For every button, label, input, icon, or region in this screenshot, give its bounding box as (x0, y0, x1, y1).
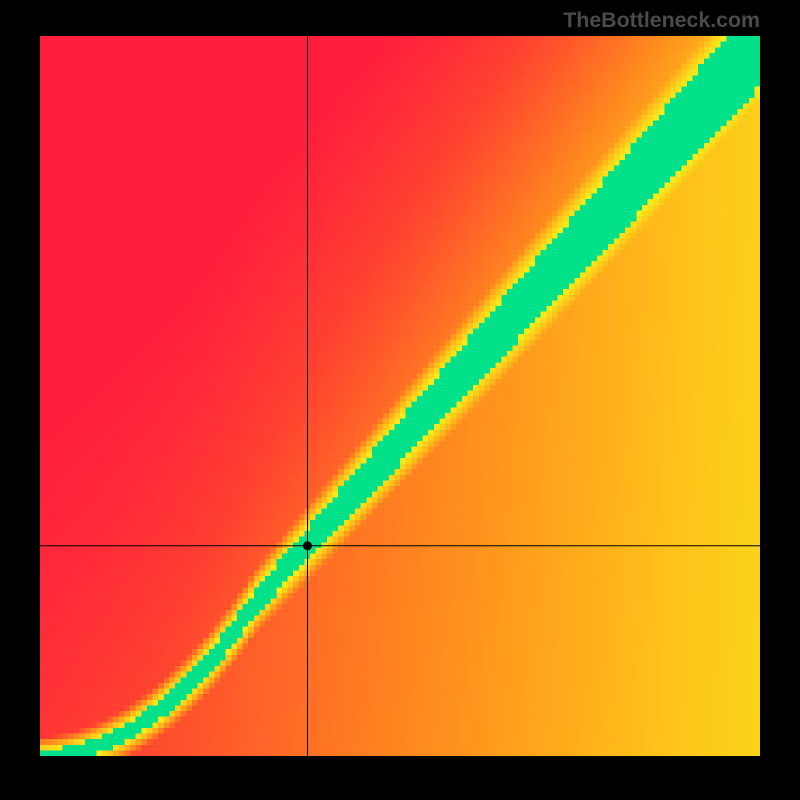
chart-stage: TheBottleneck.com (0, 0, 800, 800)
bottleneck-heatmap (40, 36, 760, 756)
watermark-text: TheBottleneck.com (563, 8, 760, 33)
